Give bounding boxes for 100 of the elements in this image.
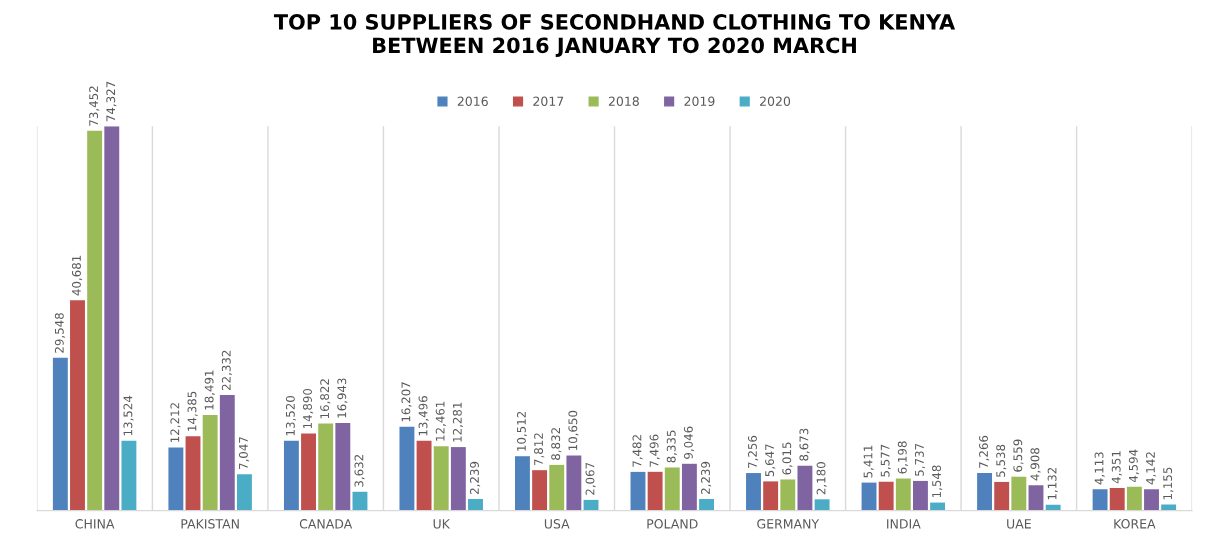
data-label: 10,650 [568, 410, 579, 451]
data-label: 13,496 [418, 396, 429, 436]
data-label: 5,647 [765, 444, 776, 477]
bar [681, 463, 697, 511]
bar [861, 482, 877, 511]
x-tick-label: POLAND [647, 519, 698, 529]
data-label: 7,812 [534, 433, 545, 466]
bar [1144, 489, 1159, 511]
bar [780, 479, 796, 511]
bar [416, 440, 432, 511]
data-label: 29,548 [54, 313, 65, 353]
bar [1092, 489, 1108, 511]
data-label: 74,327 [106, 81, 117, 122]
legend-label: 2019 [684, 96, 715, 107]
data-label: 7,496 [649, 434, 660, 467]
bar [236, 474, 252, 511]
data-label: 14,385 [187, 391, 198, 431]
x-tick-label: CANADA [299, 519, 353, 529]
data-label: 4,113 [1094, 452, 1105, 485]
data-label: 16,943 [337, 378, 348, 418]
bar [1028, 485, 1044, 511]
bar [70, 300, 85, 511]
data-label: 12,281 [452, 402, 463, 442]
bar [352, 491, 368, 511]
bar [630, 471, 646, 511]
data-label: 6,559 [1013, 439, 1024, 472]
bar [664, 467, 680, 511]
data-label: 5,577 [880, 444, 891, 477]
x-tick-label: PAKISTAN [181, 519, 239, 529]
bar [52, 357, 68, 511]
bar [301, 433, 316, 511]
bar [1109, 488, 1125, 511]
bar [104, 126, 120, 511]
data-label: 6,015 [782, 442, 793, 475]
data-label: 14,890 [303, 388, 314, 429]
data-label: 7,047 [238, 437, 250, 469]
data-label: 4,594 [1128, 449, 1139, 483]
data-label: 4,142 [1146, 452, 1157, 485]
data-label: 7,266 [979, 435, 990, 468]
data-label: 12,461 [435, 401, 446, 441]
data-label: 1,132 [1047, 467, 1058, 500]
x-tick-label: GERMANY [757, 519, 820, 529]
data-label: 2,067 [585, 462, 596, 495]
bar [318, 423, 334, 511]
data-label: 40,681 [71, 255, 83, 296]
bar [1126, 486, 1142, 511]
data-label: 2,180 [816, 462, 827, 495]
x-tick-label: CHINA [75, 519, 115, 529]
legend-label: 2020 [760, 96, 791, 107]
data-label: 22,332 [221, 350, 232, 391]
data-label: 12,212 [170, 403, 181, 442]
bar [566, 455, 582, 511]
legend-label: 2016 [457, 96, 488, 107]
bar [399, 426, 415, 511]
bar [977, 473, 993, 511]
data-label: 7,482 [632, 435, 643, 467]
data-label: 4,351 [1111, 451, 1122, 484]
bar [515, 456, 530, 511]
bar [219, 395, 235, 511]
bar [549, 464, 565, 511]
bar [202, 414, 218, 511]
bar [185, 436, 201, 511]
legend-label: 2017 [533, 96, 564, 107]
bar [168, 447, 184, 511]
bar [121, 440, 137, 511]
bar [814, 499, 830, 511]
x-tick-label: UAE [1007, 519, 1031, 529]
bar [797, 465, 813, 511]
data-label: 13,524 [123, 395, 134, 436]
bar [647, 471, 663, 511]
data-label: 5,411 [863, 445, 874, 478]
bar [878, 481, 894, 511]
bar [87, 130, 103, 511]
bar [746, 473, 761, 511]
bar [913, 480, 928, 511]
data-label: 16,207 [401, 382, 412, 422]
data-label: 18,491 [204, 370, 215, 410]
data-label: 8,673 [799, 428, 810, 461]
bar [1011, 476, 1027, 511]
data-label: 73,452 [89, 86, 100, 126]
bar [895, 478, 911, 511]
data-label: 8,832 [551, 428, 562, 460]
data-label: 6,198 [897, 441, 908, 474]
bar [699, 498, 714, 511]
data-label: 5,737 [914, 443, 926, 476]
bar [532, 470, 548, 511]
bar [763, 481, 779, 511]
data-label: 5,538 [996, 444, 1007, 477]
data-label: 4,908 [1030, 448, 1041, 481]
bar [450, 447, 466, 511]
data-label: 9,046 [683, 426, 695, 459]
bar [433, 446, 449, 511]
bar [335, 422, 351, 511]
data-label: 13,520 [285, 395, 297, 436]
data-label: 10,512 [516, 411, 528, 451]
x-tick-label: INDIA [887, 519, 921, 529]
data-label: 2,239 [701, 461, 712, 494]
bar [283, 440, 299, 511]
legend-label: 2018 [608, 96, 639, 107]
bar [994, 481, 1010, 511]
